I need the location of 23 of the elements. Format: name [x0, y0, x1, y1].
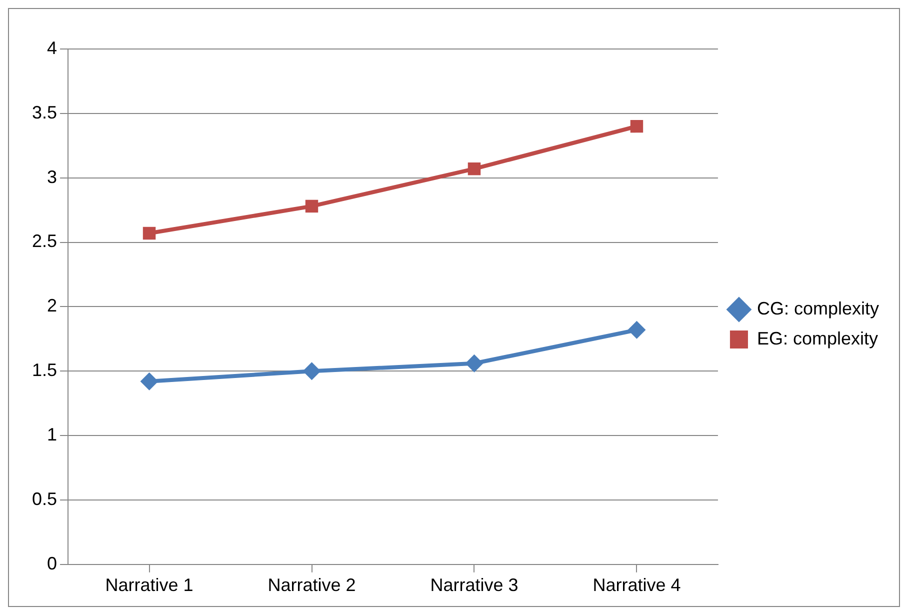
x-tick-label: Narrative 3 — [430, 575, 518, 596]
point — [140, 372, 158, 390]
point — [142, 226, 156, 240]
y-tick-label: 0 — [47, 553, 58, 574]
y-tick-label: 2.5 — [32, 231, 58, 252]
point — [302, 362, 321, 380]
point — [630, 120, 644, 133]
point — [305, 200, 318, 213]
y-tick-label: 3.5 — [32, 102, 58, 122]
y-tick-label: 4 — [47, 38, 58, 58]
y-tick-label: 0.5 — [32, 488, 58, 509]
y-tick-label: 3 — [47, 166, 58, 187]
x-tick-label: Narrative 1 — [105, 575, 194, 596]
point — [468, 162, 481, 176]
legend-label: EG: complexity — [756, 328, 878, 348]
x-tick-label: Narrative 4 — [592, 575, 681, 596]
x-tick-label: Narrative 2 — [268, 575, 356, 596]
legend-label: CG: complexity — [756, 298, 880, 318]
y-tick-label: 2 — [47, 296, 58, 316]
point — [628, 320, 646, 339]
y-tick-label: 1 — [47, 424, 58, 445]
point — [465, 354, 484, 372]
y-tick-label: 1.5 — [32, 360, 58, 380]
